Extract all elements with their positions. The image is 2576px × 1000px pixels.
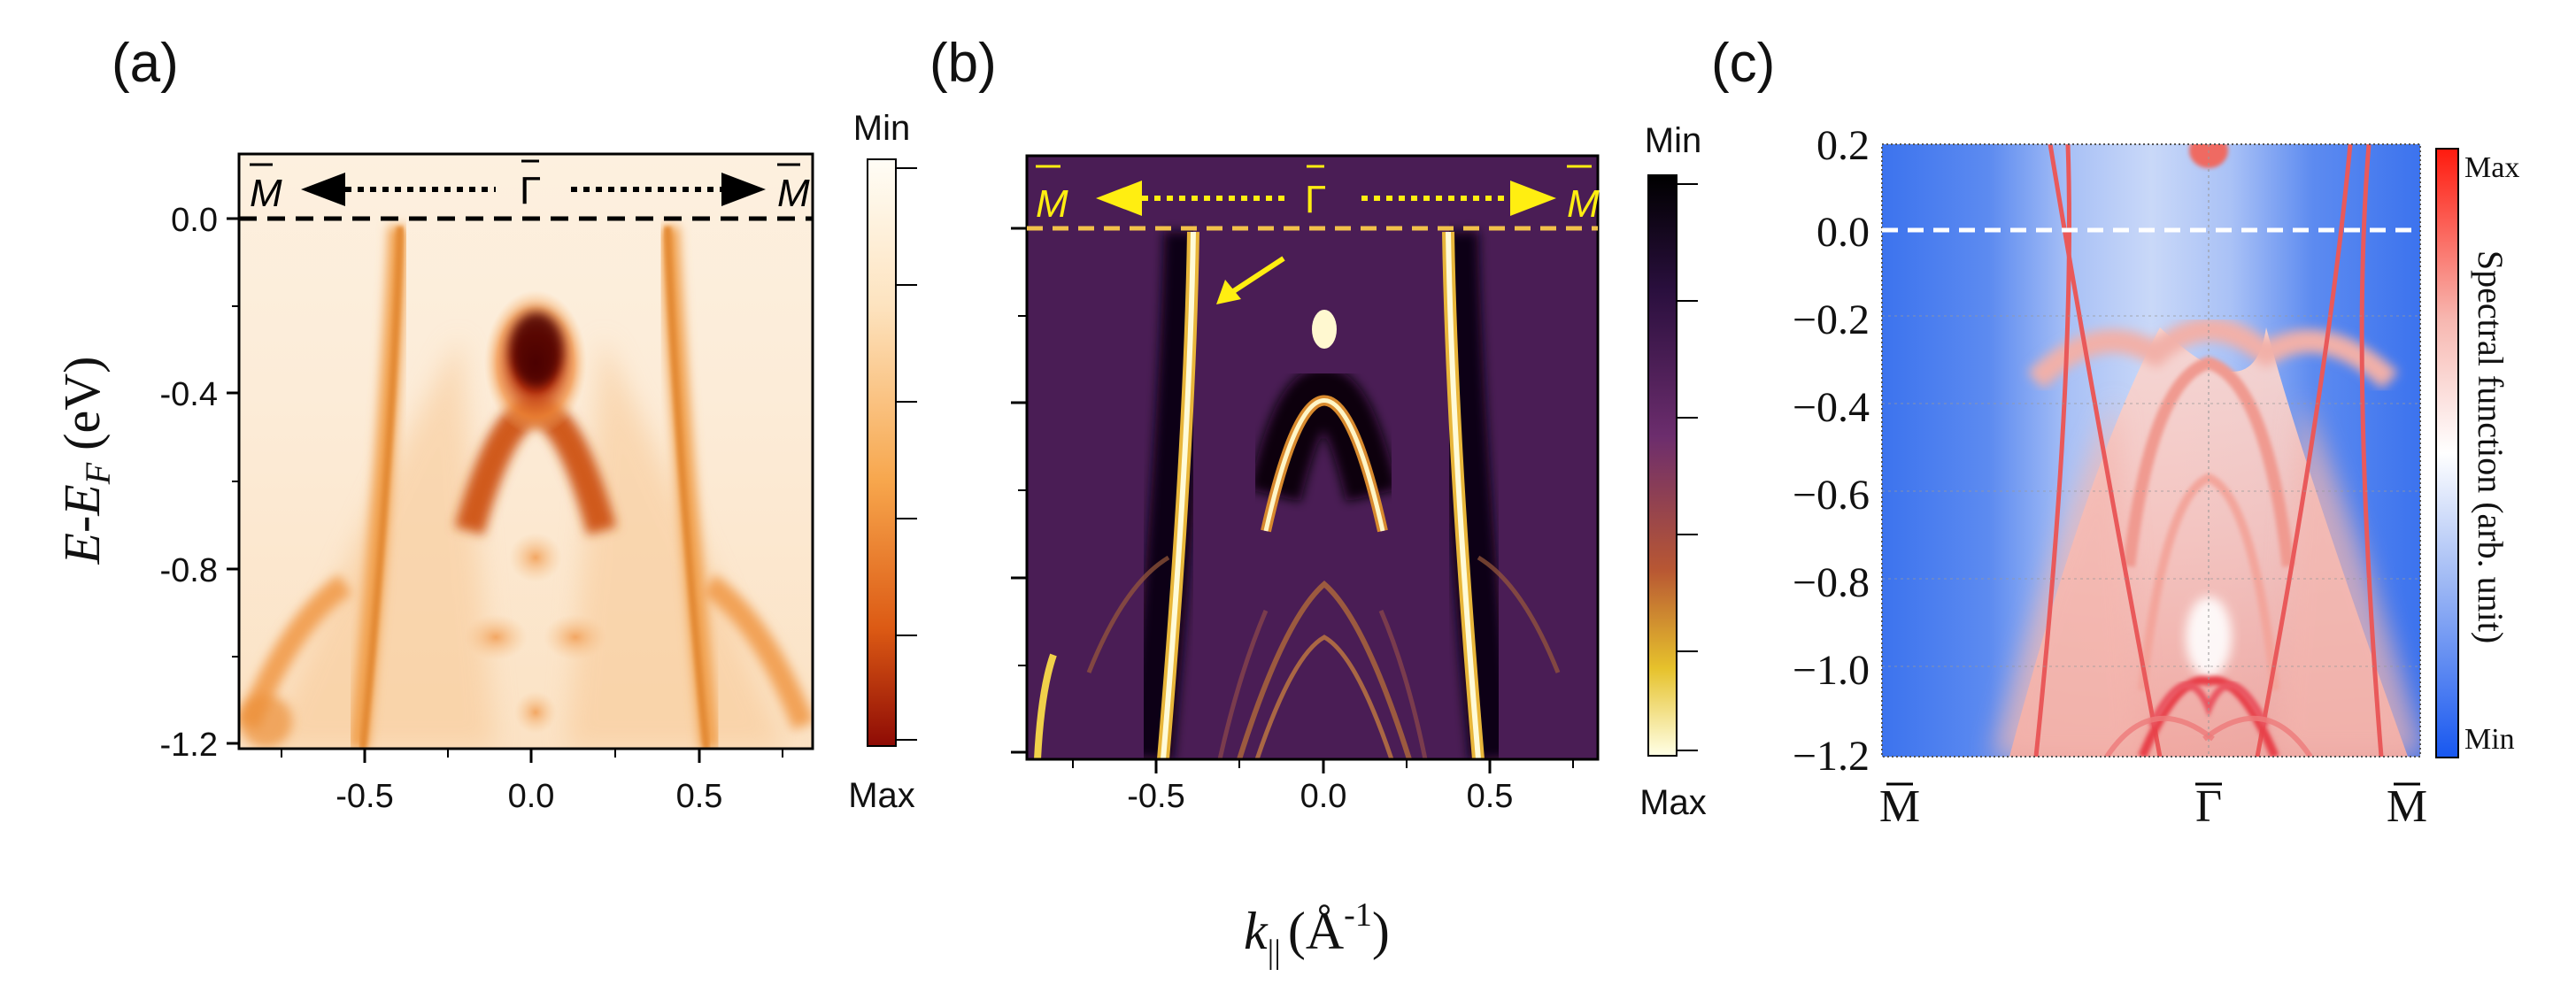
m-label-right-a: M: [777, 172, 810, 215]
ytick-label-a: 0.0: [171, 202, 218, 239]
panel-b: M Γ M: [1011, 121, 1707, 822]
panel-c: 0.2 0.0 −0.2 −0.4 −0.6 −0.8 −1.0 −1.2 M …: [1793, 122, 2519, 832]
colorbar-a: Min Max: [848, 109, 917, 815]
ytick-label-a: -0.8: [160, 552, 218, 589]
xtick-label-a: -0.5: [335, 778, 393, 815]
x-axis-title-close: ): [1372, 902, 1390, 960]
y-axis-title-main: E-E: [53, 484, 111, 565]
colorbar-b-min-label: Min: [1645, 121, 1701, 160]
x-axis-title-main: k: [1244, 902, 1269, 960]
ytick-label-c: −1.0: [1793, 647, 1870, 694]
panel-a: M Γ M 0.0 -0.4 -0.8 -1.2: [160, 109, 917, 815]
y-axis-b: [1011, 227, 1027, 754]
colorbar-c-title: Spectral function (arb. unit): [2471, 250, 2510, 643]
x-axis-title-exp: -1: [1344, 896, 1372, 934]
m-label-left-a: M: [250, 172, 282, 215]
panel-label-c: (c): [1711, 33, 1775, 94]
xtick-label-c: M: [1879, 781, 1920, 832]
ytick-label-a: -0.4: [160, 376, 218, 413]
xtick-label-b: -0.5: [1127, 778, 1184, 815]
ytick-label-c: 0.2: [1816, 122, 1870, 169]
xtick-label-b: 0.0: [1300, 778, 1347, 815]
xtick-label-a: 0.5: [676, 778, 723, 815]
colorbar-b: Min Max: [1639, 121, 1707, 822]
m-label-right-b: M: [1567, 182, 1600, 226]
colorbar-c-min-label: Min: [2464, 723, 2515, 756]
direction-arrows-a: M Γ M: [250, 159, 810, 215]
colorbar-c: Max Min Spectral function (arb. unit): [2435, 148, 2519, 758]
svg-text:E-EF(eV): E-EF (eV): [53, 357, 118, 565]
y-axis-a: 0.0 -0.4 -0.8 -1.2: [160, 202, 239, 764]
colorbar-c-max-label: Max: [2464, 151, 2519, 184]
y-axis-title-unit: (eV): [53, 357, 111, 450]
y-axis-title: E-EF (eV): [53, 357, 118, 565]
panel-b-heatmap: [1027, 156, 1598, 759]
gamma-label-a: Γ: [520, 169, 541, 212]
colorbar-a-max-label: Max: [848, 776, 915, 815]
m-label-left-b: M: [1036, 182, 1068, 226]
x-axis-title-sub: ||: [1268, 934, 1281, 971]
panel-label-b: (b): [929, 33, 997, 94]
ytick-label-c: 0.0: [1816, 209, 1870, 256]
xtick-label-c: Γ: [2195, 781, 2222, 832]
xtick-label-a: 0.0: [508, 778, 555, 815]
x-axis-title-unit: (Å: [1288, 902, 1344, 960]
x-axis-a: -0.5 0.0 0.5: [281, 749, 783, 815]
ytick-label-c: −1.2: [1793, 733, 1870, 780]
direction-arrows-b: M Γ M: [1036, 165, 1600, 226]
xtick-label-b: 0.5: [1467, 778, 1514, 815]
panel-a-heatmap: [239, 154, 813, 749]
x-axis-b: -0.5 0.0 0.5: [1072, 759, 1574, 815]
xtick-label-c: M: [2387, 781, 2427, 832]
ytick-label-c: −0.4: [1793, 384, 1870, 431]
ytick-label-c: −0.2: [1793, 296, 1870, 343]
gamma-label-b: Γ: [1305, 178, 1326, 221]
x-axis-c: M Γ M: [1879, 781, 2427, 832]
highlight-arrow: [1216, 256, 1285, 304]
panel-c-heatmap: [1882, 144, 2420, 757]
colorbar-b-max-label: Max: [1639, 783, 1707, 822]
y-axis-title-sub: F: [78, 462, 118, 485]
panel-label-a: (a): [112, 33, 179, 94]
x-axis-title: k|| (Å-1): [1244, 896, 1390, 971]
svg-text:k||(Å-1): k|| (Å-1): [1244, 896, 1390, 971]
y-axis-c: 0.2 0.0 −0.2 −0.4 −0.6 −0.8 −1.0 −1.2: [1793, 122, 1870, 780]
ytick-label-a: -1.2: [160, 727, 218, 764]
colorbar-a-min-label: Min: [853, 109, 910, 148]
ytick-label-c: −0.8: [1793, 559, 1870, 606]
ytick-label-c: −0.6: [1793, 472, 1870, 519]
